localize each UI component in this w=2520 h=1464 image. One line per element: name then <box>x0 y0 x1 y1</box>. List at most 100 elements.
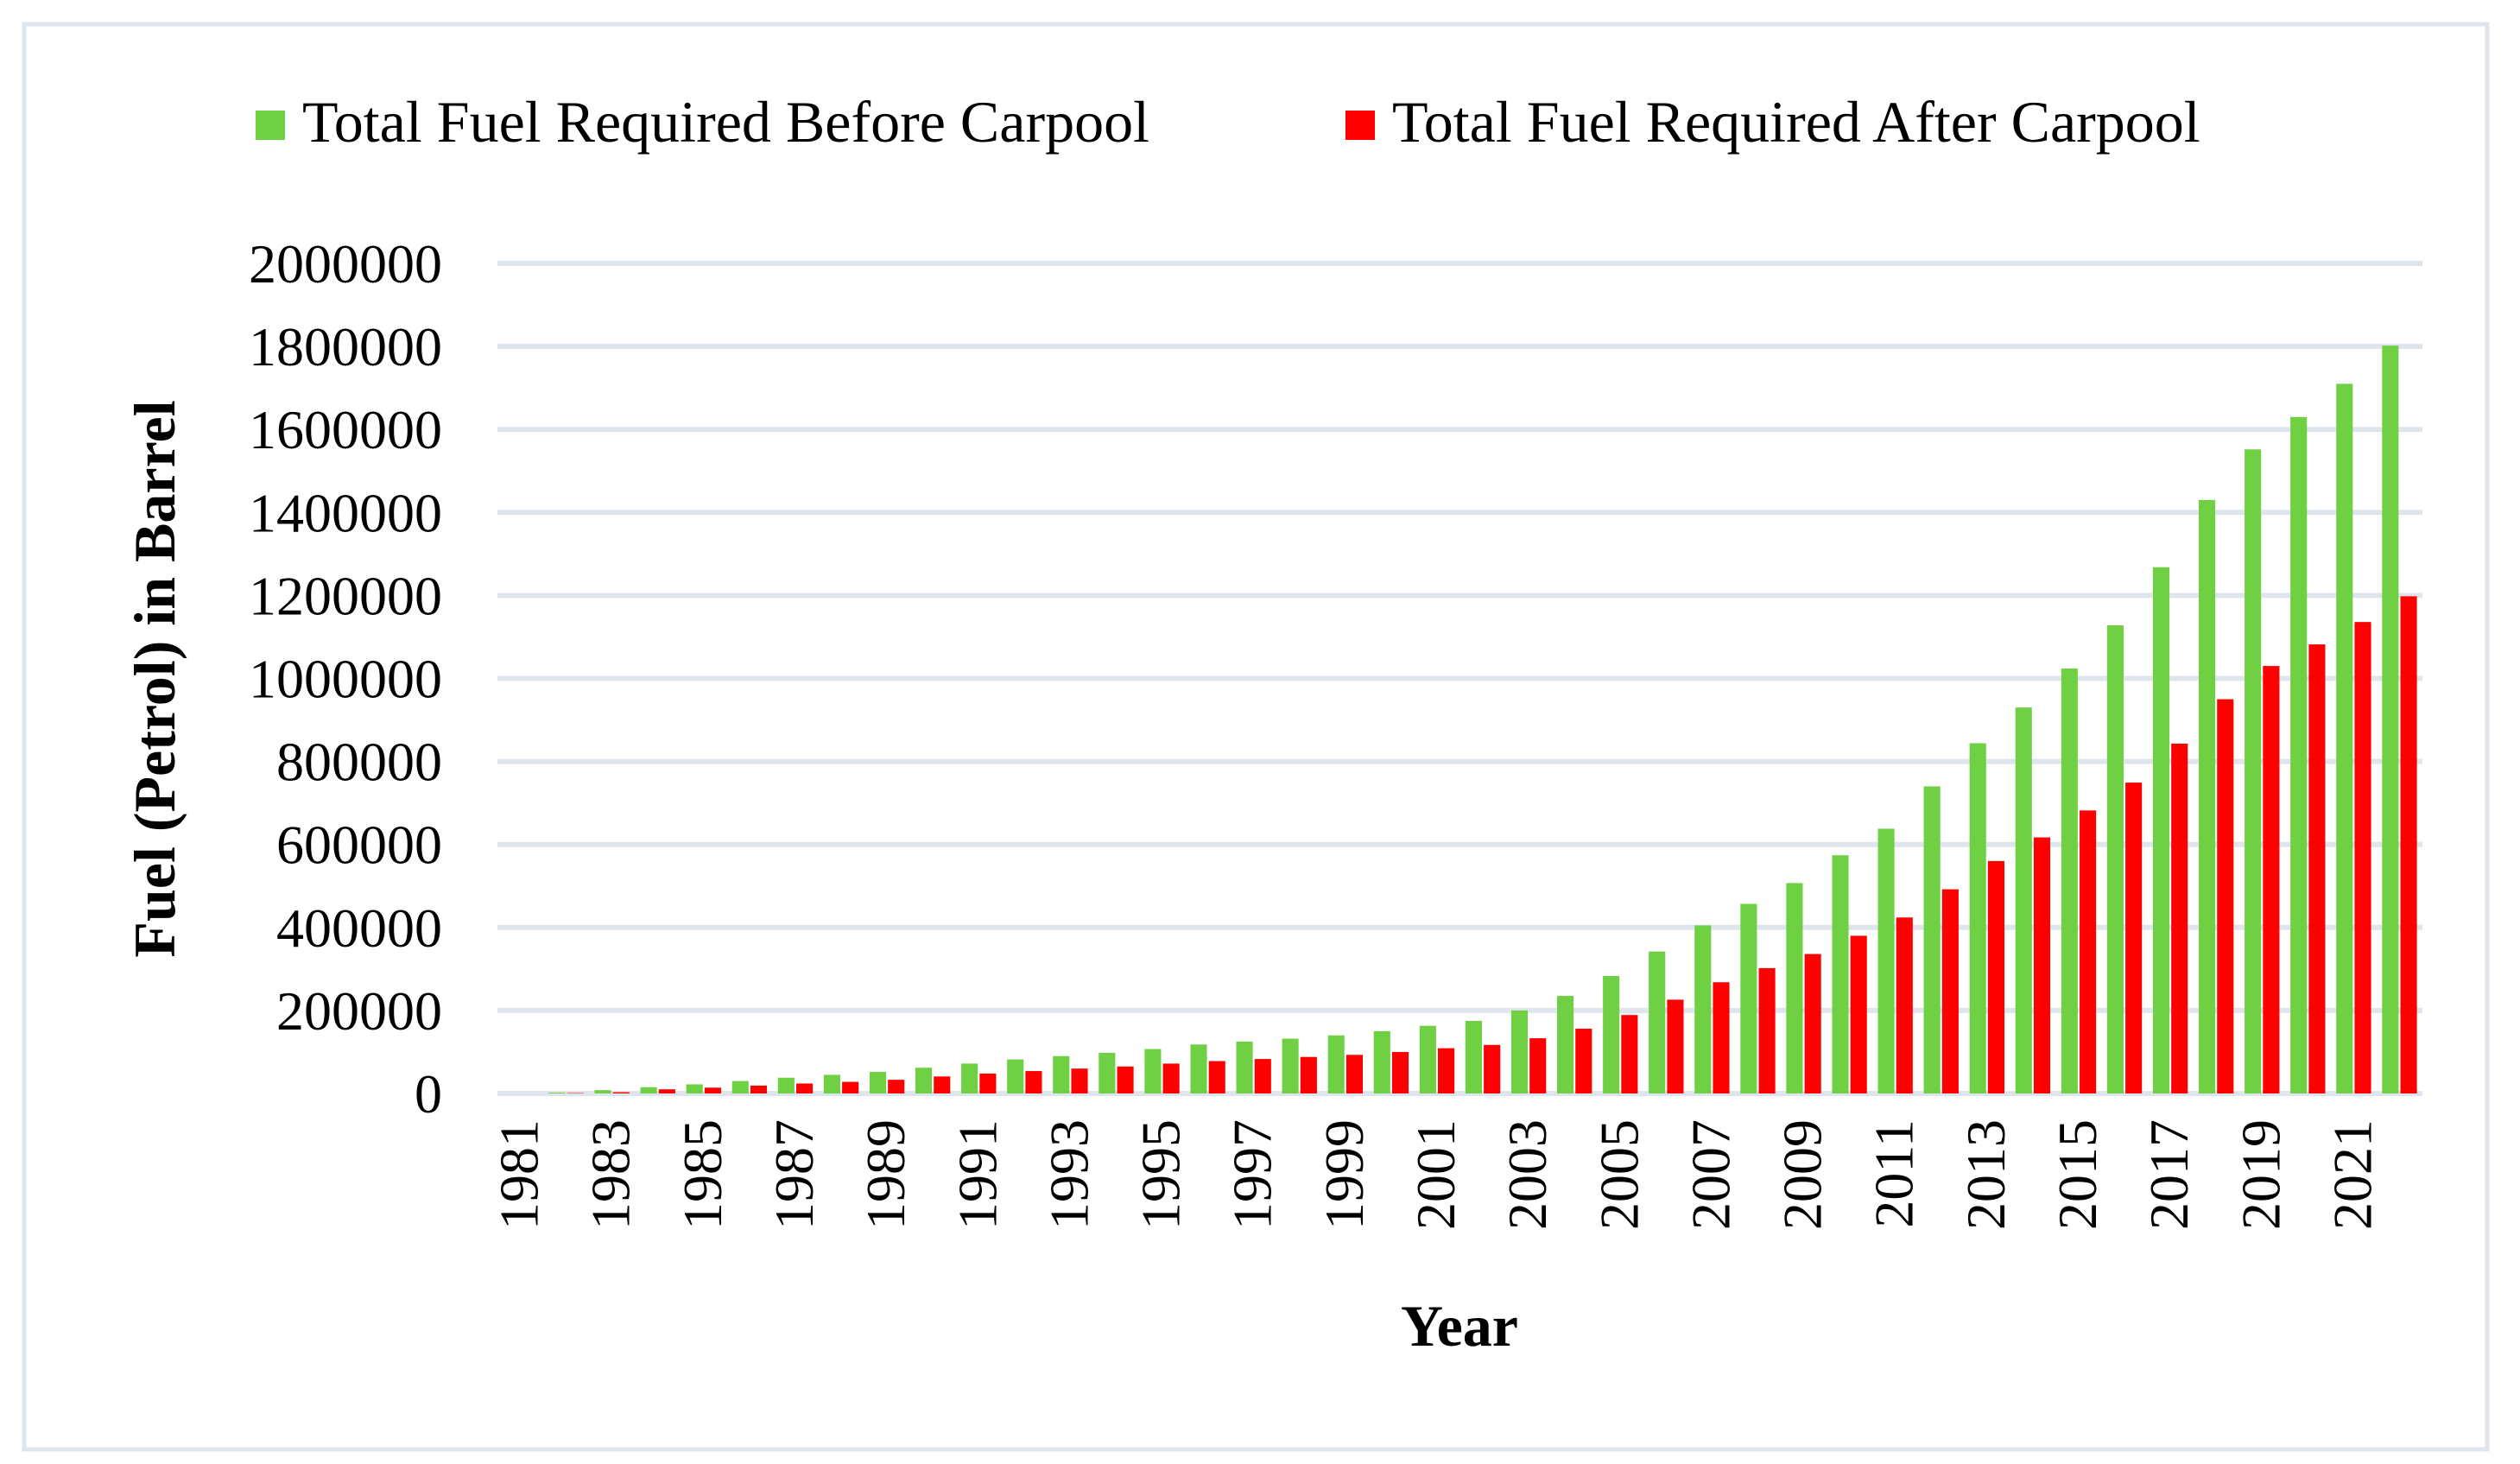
bar-after-2003 <box>1529 1038 1547 1093</box>
bar-after-2007 <box>1713 982 1730 1093</box>
bar-after-2016 <box>2125 783 2143 1093</box>
bar-before-2005 <box>1603 976 1620 1093</box>
bar-before-1999 <box>1327 1035 1345 1093</box>
bar-after-1991 <box>979 1073 997 1093</box>
y-tick-label: 200000 <box>276 980 442 1042</box>
bar-before-2021 <box>2336 383 2353 1094</box>
bar-after-1993 <box>1071 1068 1088 1093</box>
bar-before-1985 <box>686 1084 703 1093</box>
bar-before-2018 <box>2199 499 2216 1093</box>
bar-after-1999 <box>1345 1055 1363 1093</box>
bar-after-2005 <box>1621 1015 1638 1093</box>
bar-after-1997 <box>1254 1059 1271 1093</box>
bar-before-1994 <box>1099 1052 1116 1093</box>
x-tick-label: 2011 <box>1864 1119 1925 1228</box>
y-tick-label: 1600000 <box>249 399 442 460</box>
bar-before-1995 <box>1144 1049 1162 1093</box>
y-tick-label: 0 <box>415 1063 442 1125</box>
y-tick-label: 400000 <box>276 897 442 959</box>
bar-before-1993 <box>1053 1055 1070 1093</box>
bar-before-2016 <box>2106 624 2124 1093</box>
legend-swatch-after <box>1345 111 1375 140</box>
bar-after-2008 <box>1758 967 1776 1093</box>
x-tick-label: 1989 <box>855 1119 916 1230</box>
bar-after-2013 <box>1987 860 2004 1093</box>
bar-before-1997 <box>1236 1041 1253 1093</box>
bar-before-1992 <box>1007 1059 1024 1093</box>
x-tick-label: 1987 <box>763 1119 825 1230</box>
bar-before-1990 <box>915 1068 933 1093</box>
bar-after-1995 <box>1162 1063 1180 1093</box>
bar-before-2013 <box>1969 743 1986 1093</box>
legend-swatch-before <box>256 111 285 140</box>
bar-after-1984 <box>658 1089 675 1093</box>
y-tick-label: 1800000 <box>249 316 442 377</box>
bar-after-2002 <box>1484 1044 1501 1093</box>
x-tick-label: 2009 <box>1772 1119 1833 1230</box>
x-tick-label: 2019 <box>2230 1119 2291 1230</box>
bar-before-2000 <box>1373 1030 1390 1093</box>
bar-after-2017 <box>2171 743 2188 1093</box>
bar-after-2021 <box>2354 622 2371 1093</box>
bar-after-2014 <box>2033 837 2051 1093</box>
y-tick-label: 2000000 <box>249 233 442 295</box>
bar-before-2009 <box>1786 883 1803 1093</box>
bar-before-2006 <box>1649 951 1666 1093</box>
bar-before-2019 <box>2245 449 2262 1093</box>
bar-before-2012 <box>1923 786 1941 1093</box>
bar-after-2022 <box>2400 596 2417 1093</box>
bar-after-1998 <box>1300 1056 1317 1093</box>
bar-before-1998 <box>1282 1038 1299 1093</box>
bar-after-2010 <box>1850 935 1867 1093</box>
x-tick-label: 2013 <box>1955 1119 2017 1230</box>
bar-before-1986 <box>731 1081 749 1093</box>
x-tick-label: 2005 <box>1588 1119 1649 1230</box>
bar-before-1991 <box>961 1063 978 1093</box>
bar-after-1996 <box>1208 1061 1225 1093</box>
bar-after-2019 <box>2263 666 2280 1093</box>
bar-after-2018 <box>2217 699 2234 1093</box>
x-tick-label: 1999 <box>1314 1119 1375 1230</box>
bar-after-1990 <box>934 1076 951 1093</box>
legend: Total Fuel Required Before Carpool Total… <box>256 89 2200 155</box>
y-tick-label: 1200000 <box>249 565 442 626</box>
bar-after-1989 <box>888 1080 905 1093</box>
legend-label-before: Total Fuel Required Before Carpool <box>302 89 1149 155</box>
bar-before-1983 <box>594 1090 611 1093</box>
x-tick-label: 2017 <box>2138 1119 2200 1230</box>
bar-before-2022 <box>2382 345 2399 1093</box>
bar-after-2009 <box>1804 954 1821 1093</box>
bar-after-1994 <box>1117 1066 1134 1093</box>
x-tick-label: 1995 <box>1130 1119 1192 1230</box>
bar-after-2020 <box>2308 644 2326 1093</box>
legend-label-after: Total Fuel Required After Carpool <box>1392 89 2200 155</box>
y-tick-label: 1000000 <box>249 649 442 710</box>
x-axis-label: Year <box>1401 1293 1518 1359</box>
bar-before-2001 <box>1419 1025 1436 1093</box>
bar-after-2011 <box>1896 917 1913 1093</box>
x-tick-label: 1983 <box>580 1119 642 1230</box>
bar-before-2003 <box>1510 1010 1529 1093</box>
bar-after-2001 <box>1438 1048 1455 1093</box>
bar-before-1988 <box>823 1074 840 1093</box>
bar-after-1986 <box>750 1085 768 1093</box>
x-tick-label: 1997 <box>1222 1119 1283 1230</box>
x-tick-label: 2015 <box>2047 1119 2108 1230</box>
bar-after-1987 <box>796 1083 814 1093</box>
y-axis-label: Fuel (Petrol) in Barrel <box>122 400 187 957</box>
bar-after-1988 <box>842 1081 859 1093</box>
y-tick-label: 1400000 <box>249 482 442 543</box>
bar-before-2017 <box>2152 567 2170 1093</box>
bar-before-1996 <box>1190 1044 1207 1093</box>
x-tick-label: 1993 <box>1038 1119 1099 1230</box>
bar-before-2015 <box>2061 668 2078 1093</box>
x-tick-label: 2007 <box>1680 1119 1741 1230</box>
bar-after-1992 <box>1025 1071 1042 1093</box>
bar-before-2004 <box>1557 996 1574 1093</box>
bar-before-1984 <box>640 1087 657 1093</box>
bar-before-2008 <box>1740 903 1757 1093</box>
bar-after-2000 <box>1391 1051 1409 1093</box>
bar-after-2015 <box>2080 810 2097 1093</box>
bar-after-2004 <box>1575 1029 1592 1093</box>
